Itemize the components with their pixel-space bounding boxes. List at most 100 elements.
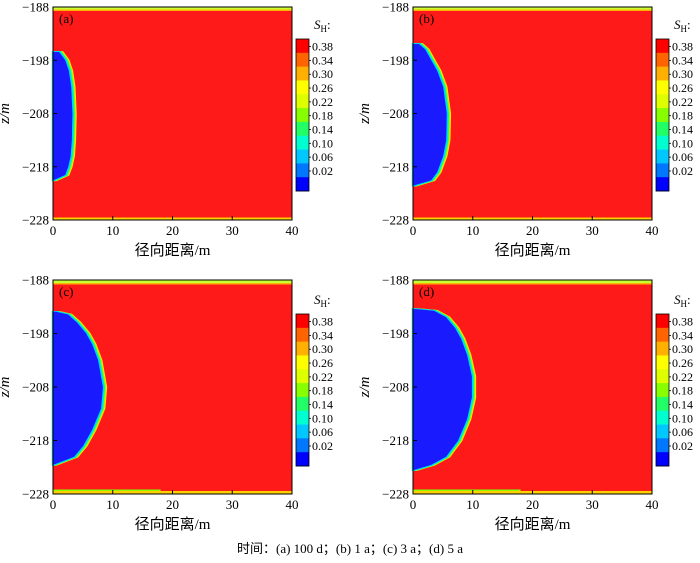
x-tick-label: 40 <box>646 223 659 238</box>
colorbar-label: 0.26 <box>672 356 693 370</box>
x-tick-label: 10 <box>466 223 479 238</box>
panel-label: (a) <box>59 11 73 26</box>
colorbar-title: SH: <box>314 292 331 309</box>
y-tick-label: −188 <box>382 0 409 15</box>
colorbar-segment <box>296 149 309 164</box>
heatmap-panel-a: (a) 0 10 20 30 40 −188 −198 −208 −218 −228 径向距离/m z/… <box>0 0 333 259</box>
colorbar-segment <box>296 94 309 109</box>
y-tick-label: −218 <box>382 433 409 448</box>
top-boundary-band <box>413 280 652 283</box>
colorbar-label: 0.30 <box>672 67 693 81</box>
x-tick-label: 20 <box>166 223 179 238</box>
colorbar-label: 0.06 <box>312 425 333 439</box>
colorbar-segment <box>296 355 309 370</box>
colorbar-segment <box>296 177 309 192</box>
colorbar-label: 0.14 <box>672 123 693 137</box>
colorbar-segment <box>656 135 669 150</box>
colorbar-segment <box>296 163 309 178</box>
colorbar-label: 0.34 <box>672 328 693 342</box>
colorbar-frame <box>655 38 670 192</box>
y-tick-label: −228 <box>382 213 409 228</box>
colorbar-segment <box>656 163 669 178</box>
y-tick-label: −218 <box>22 433 49 448</box>
colorbar-label: 0.22 <box>312 370 333 384</box>
colorbar-segment <box>296 52 309 68</box>
x-tick-label: 40 <box>286 497 299 512</box>
top-boundary-fringe <box>413 9 652 11</box>
figure-caption: 时间：(a) 100 d；(b) 1 a；(c) 3 a；(d) 5 a <box>237 541 463 556</box>
bottom-boundary-fringe <box>413 489 521 491</box>
x-tick-label: 30 <box>586 497 599 512</box>
colorbar-label: 0.14 <box>312 123 333 137</box>
y-tick-label: −208 <box>382 380 409 395</box>
colorbar-label: 0.18 <box>312 384 333 398</box>
x-tick-label: 30 <box>226 223 239 238</box>
x-tick-label: 20 <box>526 497 539 512</box>
y-tick-label: −208 <box>22 380 49 395</box>
colorbar-frame <box>295 313 310 467</box>
colorbar-label: 0.18 <box>312 109 333 123</box>
colorbar-segment <box>656 52 669 68</box>
y-tick-label: −228 <box>22 213 49 228</box>
y-tick-label: −228 <box>382 487 409 502</box>
x-tick-label: 10 <box>466 497 479 512</box>
colorbar-segment <box>656 383 669 398</box>
colorbar-label: 0.02 <box>312 439 333 453</box>
colorbar-label: 0.34 <box>312 53 333 67</box>
colorbar-label: 0.22 <box>672 370 693 384</box>
colorbar-label: 0.38 <box>312 40 333 54</box>
colorbar-label: 0.18 <box>672 109 693 123</box>
y-tick-label: −198 <box>382 326 409 341</box>
colorbar-label: 0.10 <box>312 411 333 425</box>
panel-label: (c) <box>59 284 73 299</box>
colorbar-segment <box>296 108 309 123</box>
y-tick-label: −198 <box>382 53 409 68</box>
colorbar-segment <box>656 341 669 356</box>
colorbar-segment <box>296 438 309 453</box>
x-axis-label: 径向距离/m <box>135 242 211 259</box>
y-tick-label: −208 <box>382 106 409 121</box>
x-tick-label: 40 <box>286 223 299 238</box>
y-axis-label: z/m <box>357 103 373 125</box>
top-boundary-fringe <box>53 9 292 11</box>
colorbar-segment <box>296 396 309 412</box>
colorbar-segment <box>296 80 309 95</box>
colorbar-segment <box>296 424 309 439</box>
heatmap-panel-c: (c) 0 10 20 30 40 −188 −198 −208 −218 −228 径向距离/m z/… <box>0 273 333 534</box>
colorbar-label: 0.02 <box>312 164 333 178</box>
colorbar-segment <box>656 80 669 95</box>
y-tick-label: −228 <box>22 487 49 502</box>
y-tick-label: −188 <box>22 0 49 15</box>
y-tick-label: −198 <box>22 326 49 341</box>
panel-label: (d) <box>419 284 434 299</box>
colorbar-label: 0.30 <box>312 67 333 81</box>
colorbar-label: 0.26 <box>312 81 333 95</box>
colorbar-label: 0.10 <box>672 411 693 425</box>
colorbar-segment <box>656 355 669 370</box>
top-boundary-band <box>413 7 652 10</box>
colorbar-segment <box>296 327 309 343</box>
dissociated-region <box>412 43 447 186</box>
colorbar-label: 0.34 <box>312 328 333 342</box>
colorbar-segment <box>656 39 669 54</box>
colorbar-label: 0.38 <box>312 315 333 329</box>
colorbar-title: SH: <box>314 17 331 34</box>
colorbar-label: 0.26 <box>672 81 693 95</box>
y-axis-label: z/m <box>0 103 13 125</box>
x-tick-label: 30 <box>586 223 599 238</box>
x-axis-label: 径向距离/m <box>495 242 571 259</box>
colorbar-segment <box>656 149 669 164</box>
y-tick-label: −188 <box>382 273 409 288</box>
y-tick-label: −208 <box>22 106 49 121</box>
top-boundary-fringe <box>413 283 652 285</box>
x-tick-label: 0 <box>410 223 417 238</box>
colorbar-segment <box>656 369 669 384</box>
x-tick-label: 20 <box>526 223 539 238</box>
colorbar-label: 0.14 <box>672 398 693 412</box>
colorbar-segment <box>656 94 669 109</box>
colorbar-label: 0.10 <box>312 136 333 150</box>
x-tick-label: 20 <box>166 497 179 512</box>
colorbar-frame <box>655 313 670 467</box>
dissociated-region <box>412 309 472 471</box>
